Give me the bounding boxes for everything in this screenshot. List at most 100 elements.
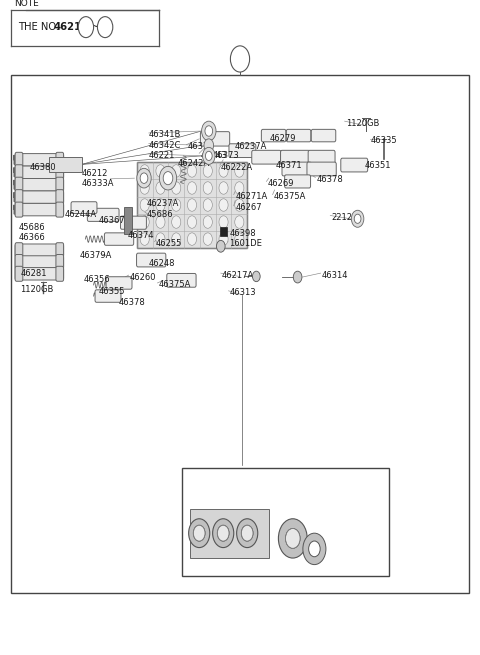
Circle shape bbox=[241, 525, 253, 541]
Circle shape bbox=[172, 164, 181, 178]
FancyBboxPatch shape bbox=[252, 150, 281, 164]
Text: 46375A: 46375A bbox=[274, 192, 306, 201]
Text: 46375A: 46375A bbox=[158, 280, 191, 290]
Circle shape bbox=[235, 181, 244, 195]
Text: 46342C: 46342C bbox=[149, 141, 181, 150]
Bar bbox=[182, 468, 389, 576]
FancyBboxPatch shape bbox=[286, 129, 311, 141]
Text: 1: 1 bbox=[237, 54, 243, 64]
Text: 46341A: 46341A bbox=[186, 523, 218, 533]
Circle shape bbox=[140, 233, 149, 246]
Text: 46210: 46210 bbox=[54, 22, 89, 32]
Text: 46335: 46335 bbox=[371, 136, 397, 145]
Text: 46355: 46355 bbox=[98, 287, 125, 296]
FancyBboxPatch shape bbox=[56, 267, 63, 281]
Circle shape bbox=[351, 210, 364, 227]
Text: 46313: 46313 bbox=[229, 288, 256, 297]
Circle shape bbox=[159, 166, 177, 190]
Bar bbox=[137, 162, 247, 248]
Bar bbox=[49, 157, 82, 172]
FancyBboxPatch shape bbox=[15, 190, 23, 204]
Text: 45686: 45686 bbox=[146, 210, 173, 219]
Circle shape bbox=[219, 215, 228, 229]
FancyBboxPatch shape bbox=[106, 276, 132, 290]
Text: 1120GB: 1120GB bbox=[20, 285, 54, 294]
FancyBboxPatch shape bbox=[282, 162, 312, 176]
Circle shape bbox=[217, 525, 229, 541]
Circle shape bbox=[204, 139, 214, 152]
Circle shape bbox=[214, 536, 220, 544]
FancyBboxPatch shape bbox=[87, 208, 119, 221]
FancyBboxPatch shape bbox=[15, 166, 63, 178]
Text: 46371: 46371 bbox=[276, 160, 302, 170]
Circle shape bbox=[193, 525, 205, 541]
Circle shape bbox=[219, 181, 228, 195]
Circle shape bbox=[172, 215, 181, 229]
Circle shape bbox=[156, 215, 165, 229]
Circle shape bbox=[219, 164, 228, 178]
Text: 2: 2 bbox=[103, 23, 108, 31]
FancyBboxPatch shape bbox=[341, 158, 368, 172]
Text: 46271A: 46271A bbox=[235, 192, 267, 201]
Circle shape bbox=[187, 181, 196, 195]
Text: 46269: 46269 bbox=[268, 179, 294, 188]
Bar bbox=[220, 227, 227, 236]
Circle shape bbox=[156, 199, 165, 211]
FancyBboxPatch shape bbox=[15, 153, 63, 166]
Circle shape bbox=[235, 215, 244, 229]
Text: 46372: 46372 bbox=[187, 142, 214, 151]
Text: NOTE: NOTE bbox=[14, 0, 39, 8]
Circle shape bbox=[140, 215, 149, 229]
Text: 46367: 46367 bbox=[98, 216, 125, 225]
Circle shape bbox=[187, 215, 196, 229]
Text: 1: 1 bbox=[84, 23, 88, 31]
Text: 1120GB: 1120GB bbox=[346, 119, 379, 128]
Text: 46333A: 46333A bbox=[82, 179, 114, 188]
Circle shape bbox=[187, 164, 196, 178]
Text: :: : bbox=[75, 22, 85, 32]
Text: 46380: 46380 bbox=[30, 162, 56, 172]
Text: 46351: 46351 bbox=[365, 160, 391, 170]
Text: ~: ~ bbox=[91, 22, 100, 32]
FancyBboxPatch shape bbox=[56, 202, 63, 217]
Circle shape bbox=[203, 181, 212, 195]
FancyBboxPatch shape bbox=[136, 253, 166, 267]
FancyBboxPatch shape bbox=[261, 129, 286, 141]
Text: 46398: 46398 bbox=[229, 229, 256, 238]
Text: 46281: 46281 bbox=[20, 269, 47, 278]
Bar bbox=[190, 509, 269, 558]
FancyBboxPatch shape bbox=[105, 233, 133, 245]
Bar bbox=[11, 75, 469, 593]
Text: THE NO.: THE NO. bbox=[18, 22, 59, 32]
Circle shape bbox=[214, 546, 220, 554]
Circle shape bbox=[140, 199, 149, 211]
Circle shape bbox=[297, 510, 311, 528]
Circle shape bbox=[217, 525, 229, 541]
Text: 46248: 46248 bbox=[149, 259, 175, 269]
Text: 46237A: 46237A bbox=[234, 142, 266, 151]
FancyBboxPatch shape bbox=[15, 178, 63, 191]
Circle shape bbox=[203, 215, 212, 229]
FancyBboxPatch shape bbox=[56, 190, 63, 204]
FancyBboxPatch shape bbox=[56, 255, 63, 269]
FancyBboxPatch shape bbox=[15, 165, 23, 179]
FancyBboxPatch shape bbox=[308, 150, 335, 164]
FancyBboxPatch shape bbox=[15, 267, 23, 281]
FancyBboxPatch shape bbox=[56, 165, 63, 179]
Text: 46374: 46374 bbox=[127, 231, 154, 240]
Circle shape bbox=[278, 519, 307, 558]
Circle shape bbox=[212, 533, 222, 546]
FancyBboxPatch shape bbox=[229, 143, 256, 157]
FancyBboxPatch shape bbox=[71, 202, 97, 214]
Text: 46279: 46279 bbox=[270, 134, 296, 143]
Text: 46366: 46366 bbox=[18, 233, 45, 242]
FancyBboxPatch shape bbox=[15, 244, 63, 256]
Circle shape bbox=[309, 541, 320, 557]
Circle shape bbox=[78, 16, 94, 37]
Text: 46378: 46378 bbox=[317, 175, 344, 184]
Circle shape bbox=[216, 240, 225, 252]
FancyBboxPatch shape bbox=[311, 129, 336, 141]
Circle shape bbox=[219, 199, 228, 211]
Circle shape bbox=[205, 151, 212, 160]
Bar bbox=[124, 207, 132, 234]
